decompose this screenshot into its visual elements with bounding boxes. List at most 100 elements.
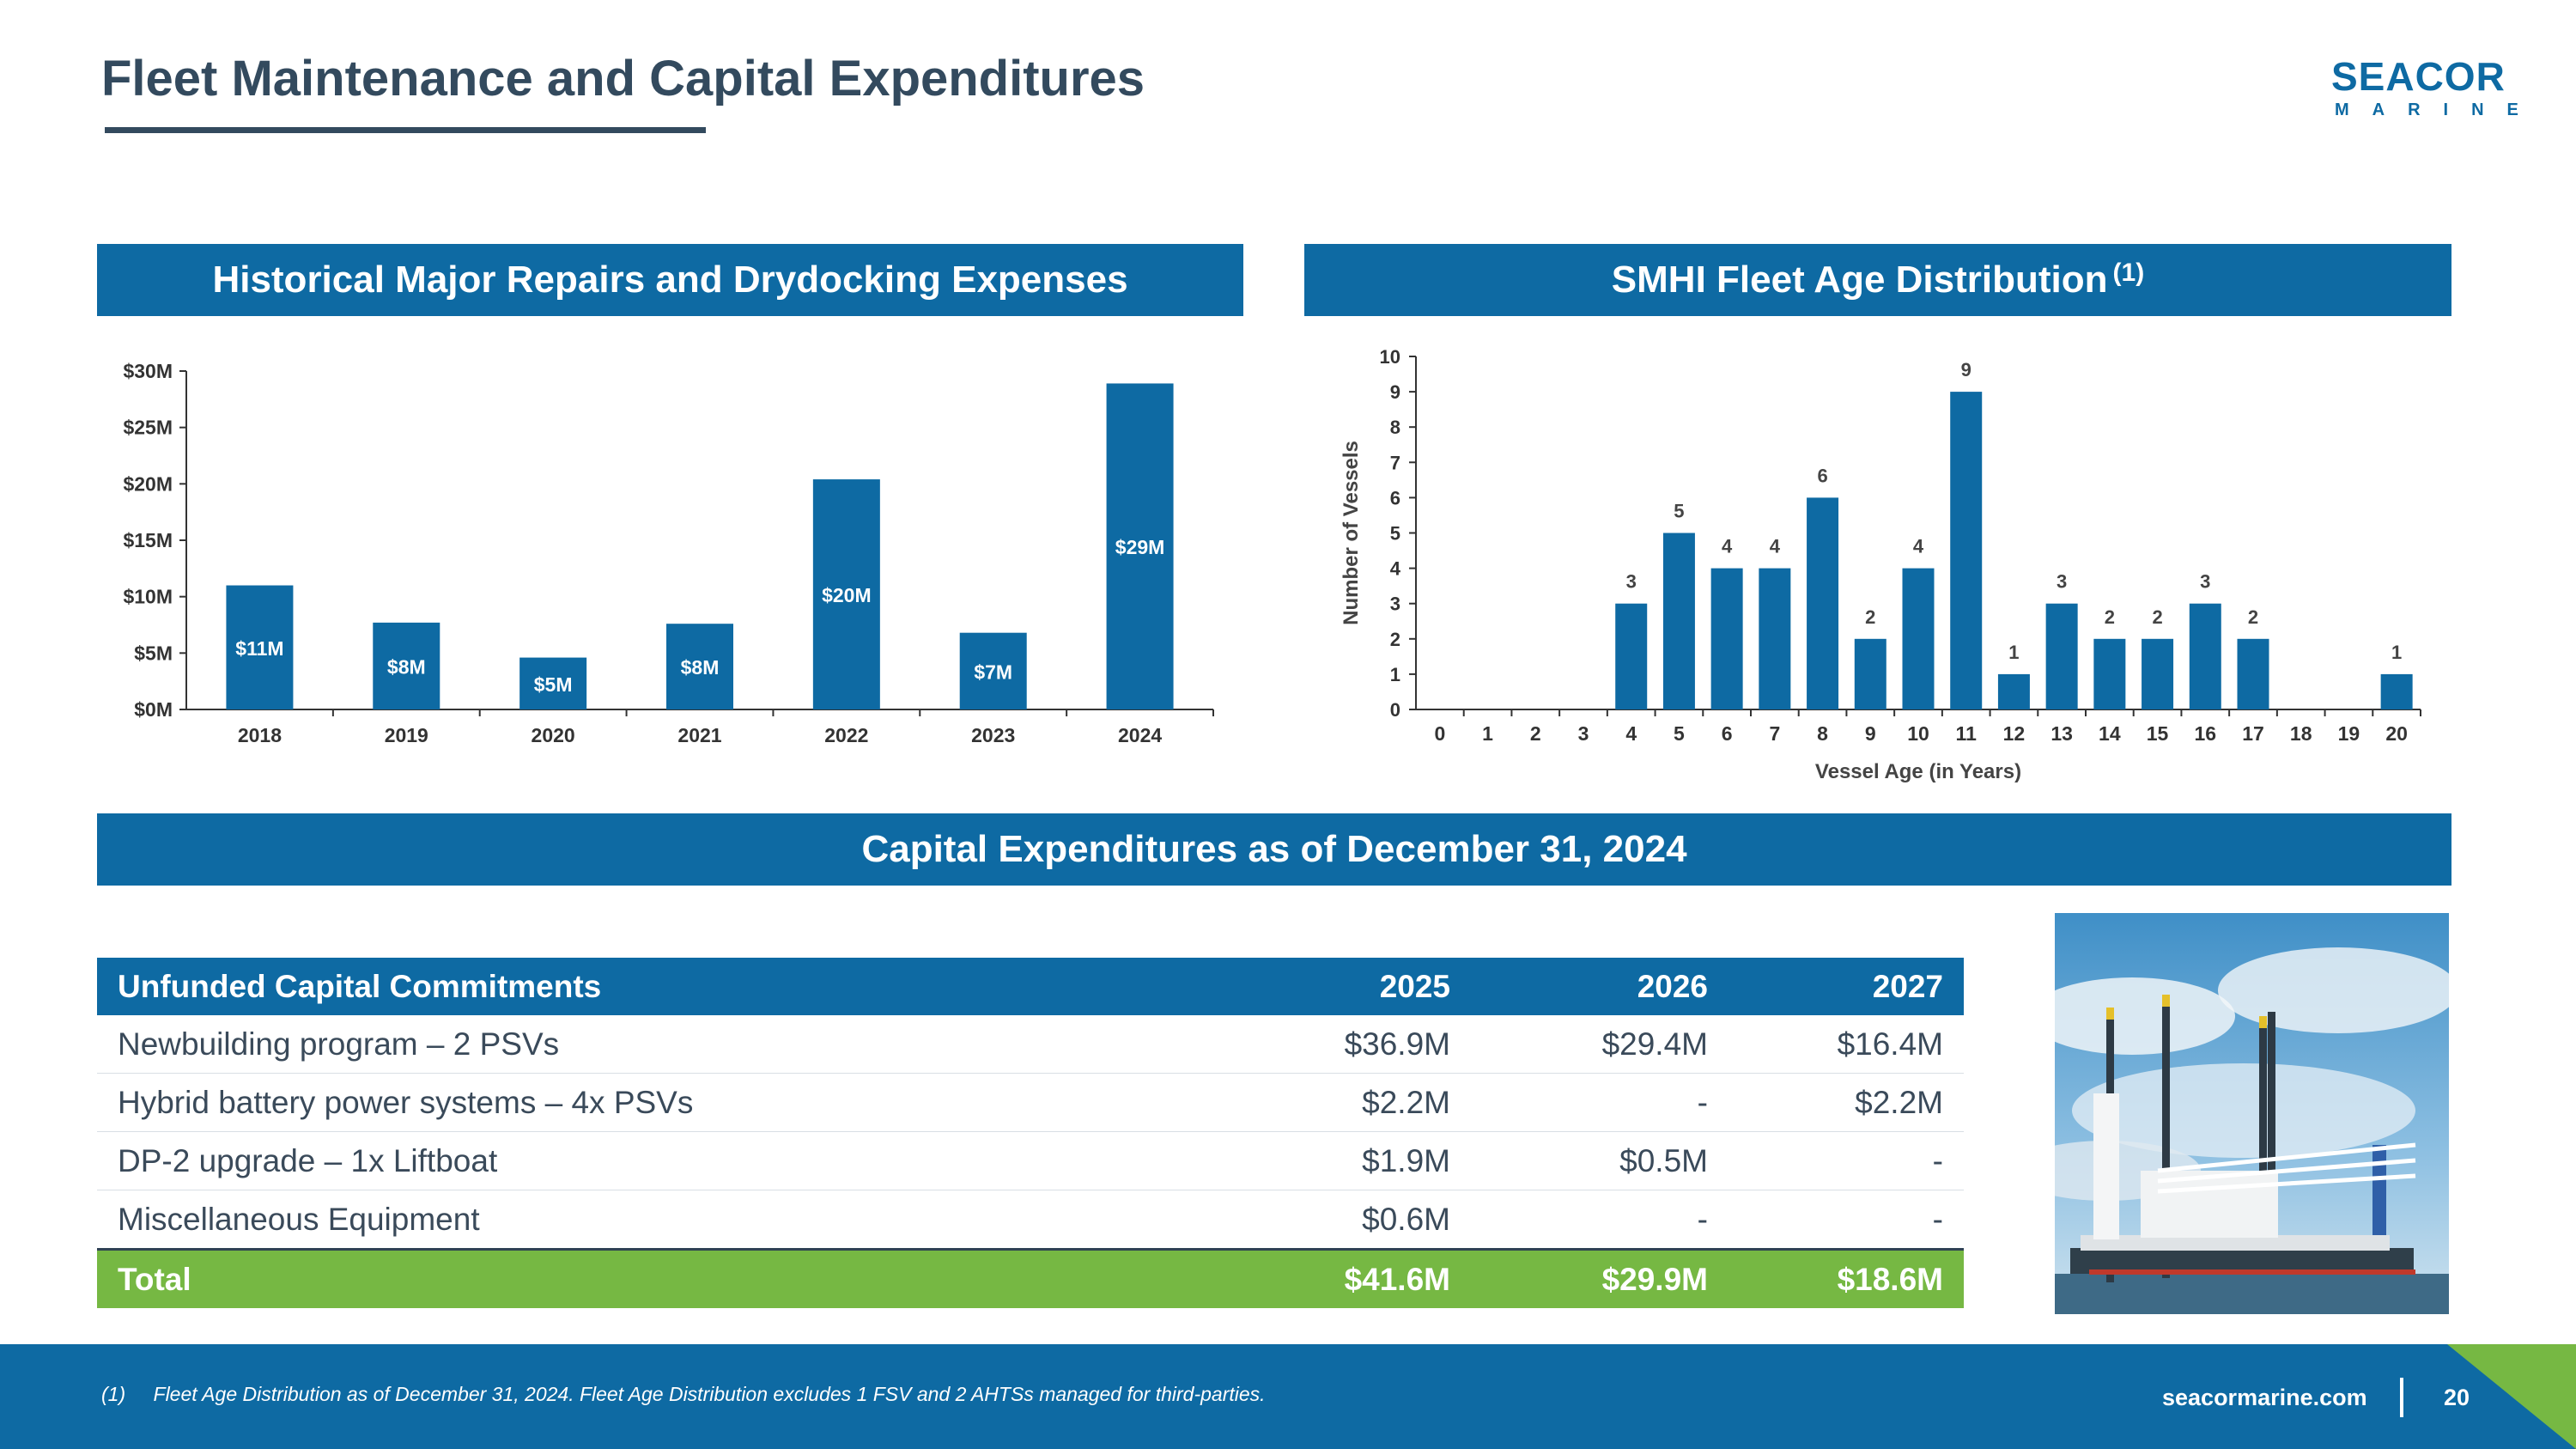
column-header: 2026 — [1471, 958, 1728, 1015]
data-label: 6 — [1817, 465, 1827, 486]
x-tick-label: 0 — [1434, 722, 1445, 745]
website-link[interactable]: seacormarine.com — [2162, 1385, 2367, 1410]
y-tick-label: $5M — [134, 642, 173, 664]
bar — [2045, 603, 2078, 709]
x-tick-label: 14 — [2099, 722, 2121, 745]
x-tick-label: 16 — [2194, 722, 2216, 745]
y-axis-title: Number of Vessels — [1340, 441, 1363, 625]
footer-accent — [2447, 1344, 2576, 1449]
liftboat-photo — [2055, 913, 2449, 1314]
table-row: Newbuilding program – 2 PSVs $36.9M $29.… — [97, 1015, 1964, 1074]
data-label: 5 — [1674, 501, 1684, 522]
cell-value: $29.4M — [1471, 1015, 1728, 1074]
column-header: 2025 — [1213, 958, 1471, 1015]
data-label: 4 — [1913, 536, 1924, 557]
row-label: Miscellaneous Equipment — [97, 1190, 1213, 1250]
capex-table: Unfunded Capital Commitments 2025 2026 2… — [97, 958, 1964, 1308]
y-tick-label: 6 — [1390, 487, 1400, 508]
cell-value: - — [1728, 1131, 1964, 1190]
data-label: $7M — [974, 661, 1012, 683]
data-label: $8M — [681, 656, 720, 679]
repairs-banner-label: Historical Major Repairs and Drydocking … — [212, 259, 1128, 301]
footnote-text: Fleet Age Distribution as of December 31… — [153, 1383, 1266, 1405]
data-label: $29M — [1115, 536, 1165, 558]
total-row: Total $41.6M $29.9M $18.6M — [97, 1248, 1964, 1308]
y-tick-label: 0 — [1390, 699, 1400, 721]
x-tick-label: 17 — [2242, 722, 2264, 745]
y-tick-label: 1 — [1390, 664, 1400, 685]
page-title: Fleet Maintenance and Capital Expenditur… — [101, 51, 1145, 107]
y-tick-label: $25M — [123, 417, 173, 439]
y-tick-label: $20M — [123, 472, 173, 495]
cell-value: - — [1728, 1190, 1964, 1250]
bar — [1759, 568, 1791, 709]
bar — [2380, 673, 2413, 709]
cell-value: $2.2M — [1213, 1073, 1471, 1132]
data-label: $8M — [387, 655, 426, 678]
logo-wordmark: SEACOR — [2331, 54, 2506, 99]
repairs-bar-chart: $0M $5M $10M $15M $20M $25M $30M 2018 $11M 2019 $8… — [123, 360, 1214, 746]
bar — [373, 622, 440, 709]
y-tick-label: $10M — [123, 586, 173, 608]
data-label: 2 — [2152, 606, 2162, 628]
bar — [1106, 383, 1174, 709]
bar — [1997, 673, 2030, 709]
x-tick-label: 20 — [2385, 722, 2408, 745]
y-tick-label: 4 — [1390, 558, 1401, 580]
bar — [812, 479, 880, 709]
x-tick-label: 5 — [1674, 722, 1685, 745]
data-label: 3 — [2057, 571, 2067, 593]
y-tick-label: 7 — [1390, 452, 1400, 473]
y-tick-label: $0M — [134, 698, 173, 721]
bar — [1662, 533, 1695, 709]
cell-value: - — [1471, 1073, 1728, 1132]
bar — [2237, 638, 2269, 709]
y-tick-label: 8 — [1390, 417, 1400, 438]
cell-value: $16.4M — [1728, 1015, 1964, 1074]
bar — [1710, 568, 1743, 709]
y-tick-label: 3 — [1390, 594, 1400, 615]
x-tick-label: 13 — [2050, 722, 2073, 745]
data-label: 4 — [1770, 536, 1781, 557]
bar — [2189, 603, 2221, 709]
cell-value: $2.2M — [1728, 1073, 1964, 1132]
cell-value: $0.5M — [1471, 1131, 1728, 1190]
table-row: Hybrid battery power systems – 4x PSVs $… — [97, 1073, 1964, 1132]
y-tick-label: $15M — [123, 529, 173, 551]
x-axis-title: Vessel Age (in Years) — [1815, 760, 2021, 783]
cell-value: $1.9M — [1213, 1131, 1471, 1190]
table-row: DP-2 upgrade – 1x Liftboat $1.9M $0.5M - — [97, 1131, 1964, 1190]
bar — [959, 632, 1027, 709]
x-tick-label: 2021 — [677, 724, 721, 746]
bar — [519, 657, 587, 709]
footnote-number: (1) — [101, 1383, 126, 1405]
title-underline — [105, 127, 706, 133]
data-label: 2 — [1865, 606, 1875, 628]
x-tick-label: 9 — [1865, 722, 1876, 745]
bar — [1950, 392, 1983, 709]
x-tick-label: 12 — [2003, 722, 2026, 745]
bar — [1807, 497, 1839, 709]
x-tick-label: 15 — [2147, 722, 2169, 745]
capex-banner: Capital Expenditures as of December 31, … — [97, 813, 2451, 886]
total-label: Total — [97, 1248, 1213, 1308]
total-value: $29.9M — [1471, 1248, 1728, 1308]
x-tick-label: 2022 — [824, 724, 868, 746]
data-label: 2 — [2248, 606, 2258, 628]
total-value: $18.6M — [1728, 1248, 1964, 1308]
bar — [1615, 603, 1648, 709]
x-tick-label: 2020 — [532, 724, 575, 746]
table-row: Miscellaneous Equipment $0.6M - - — [97, 1190, 1964, 1250]
x-tick-label: 2 — [1530, 722, 1541, 745]
row-label: Hybrid battery power systems – 4x PSVs — [97, 1073, 1213, 1132]
column-header: Unfunded Capital Commitments — [97, 958, 1213, 1015]
capex-header-row: Unfunded Capital Commitments 2025 2026 2… — [97, 958, 1964, 1015]
x-tick-label: 1 — [1482, 722, 1493, 745]
x-tick-label: 6 — [1722, 722, 1733, 745]
x-tick-label: 3 — [1578, 722, 1589, 745]
cell-value: $0.6M — [1213, 1190, 1471, 1250]
y-tick-label: 9 — [1390, 381, 1400, 403]
fleet-age-banner: SMHI Fleet Age Distribution (1) — [1304, 244, 2451, 316]
x-tick-label: 8 — [1817, 722, 1828, 745]
x-tick-label: 10 — [1907, 722, 1929, 745]
